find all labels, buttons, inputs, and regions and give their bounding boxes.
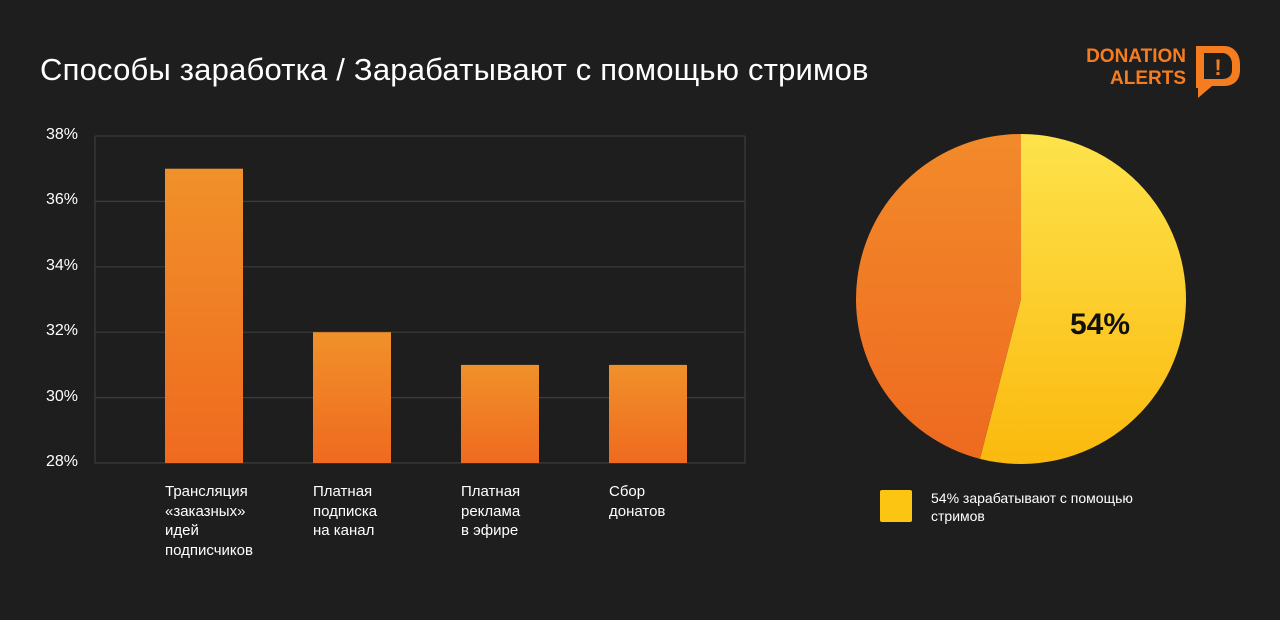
y-tick-label: 36%	[45, 191, 78, 209]
y-tick-label: 34%	[45, 256, 78, 274]
alert-speech-bubble-icon: !	[1196, 46, 1240, 98]
y-tick-label: 38%	[45, 126, 78, 143]
logo-line-2: ALERTS	[1110, 68, 1186, 89]
y-tick-label: 30%	[45, 387, 78, 405]
x-category-label: Платная реклама в эфире	[461, 483, 521, 539]
bar	[165, 168, 243, 463]
logo-line-1: DONATION	[1086, 46, 1186, 67]
donation-alerts-logo[interactable]: DONATION ALERTS !	[1074, 44, 1244, 100]
x-category-label: Платная подписка на канал	[313, 483, 378, 539]
pie-chart	[856, 134, 1186, 465]
legend-swatch	[880, 490, 912, 522]
bar	[461, 364, 539, 463]
bars	[165, 168, 687, 463]
pie-center-label: 54%	[1070, 308, 1131, 341]
y-tick-label: 28%	[45, 453, 78, 470]
bar-chart	[94, 135, 746, 464]
pie-slice	[979, 134, 1186, 465]
bar	[609, 364, 687, 463]
logo-mark-glyph: !	[1214, 55, 1221, 80]
pie-slice	[856, 134, 1021, 459]
legend-label: 54% зарабатывают с помощью стримов	[931, 490, 1133, 524]
x-category-label: Трансляция «заказных» идей подписчиков	[165, 483, 253, 559]
x-category-label: Сбор донатов	[609, 483, 666, 520]
logo-wordmark: DONATION ALERTS	[1086, 46, 1186, 90]
chart-title: Способы заработка / Зарабатывают с помощ…	[40, 52, 869, 87]
bar	[313, 332, 391, 463]
y-tick-label: 32%	[45, 322, 78, 340]
